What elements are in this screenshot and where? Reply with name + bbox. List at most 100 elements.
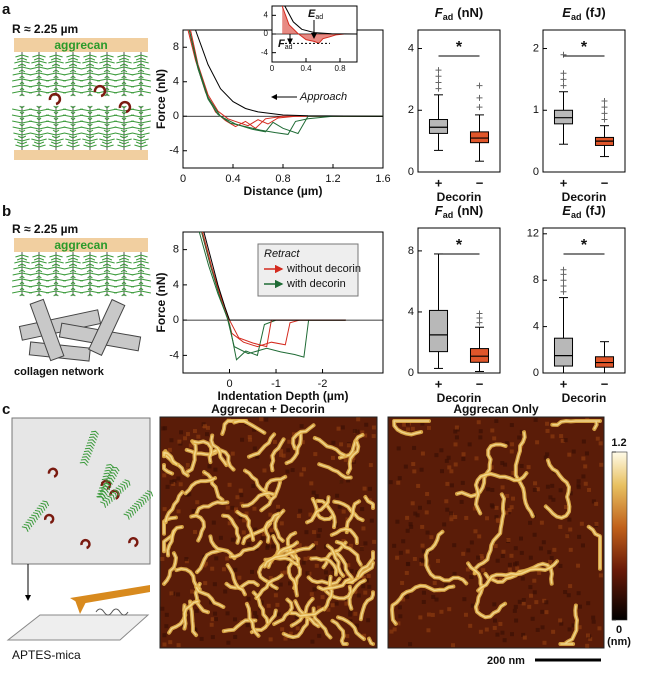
molecule-core [187, 440, 197, 473]
bristle [109, 472, 117, 477]
decorin [48, 92, 62, 106]
bristle [79, 284, 101, 288]
noise [461, 457, 466, 462]
bristle [25, 521, 33, 528]
bristle [38, 505, 46, 511]
noise [317, 633, 322, 638]
noise [238, 488, 243, 493]
noise [246, 542, 251, 547]
noise [581, 439, 586, 444]
bristle [130, 84, 152, 88]
noise [439, 469, 444, 474]
bristle [119, 63, 129, 67]
noise [353, 611, 358, 616]
bristle [30, 132, 48, 136]
molecule-core [255, 574, 283, 599]
aggrecan-label: aggrecan [54, 38, 107, 52]
noise [500, 553, 505, 558]
bristle [121, 87, 127, 91]
noise [510, 442, 515, 447]
panel-label: a [2, 1, 11, 18]
schematic-c: APTES-mica [6, 417, 154, 662]
noise [503, 462, 508, 467]
noise [594, 521, 599, 526]
bristle [82, 453, 91, 458]
bristle [80, 120, 100, 124]
adhesion-area [282, 6, 345, 44]
bristle [132, 132, 150, 136]
noise [426, 628, 431, 633]
decorin [47, 467, 59, 478]
noise [279, 521, 284, 526]
noise [413, 511, 418, 516]
bristle [80, 90, 100, 94]
bristle [101, 257, 113, 261]
noise [261, 532, 266, 537]
noise [568, 491, 573, 496]
bristle [87, 275, 93, 279]
decorin [100, 479, 112, 491]
molecule-core [183, 600, 199, 629]
bristle [84, 141, 96, 145]
bristle [36, 507, 44, 514]
molecule-core [227, 564, 246, 595]
bristle [18, 69, 26, 73]
noise [509, 449, 514, 454]
noise [564, 505, 569, 510]
molecule-core [209, 536, 235, 559]
noise [341, 509, 346, 514]
bristle [62, 114, 84, 118]
bristle [49, 144, 63, 148]
noise [309, 481, 314, 486]
bristle [16, 257, 28, 261]
bristle [70, 105, 76, 109]
force-curve [188, 29, 383, 135]
bristle [66, 144, 80, 148]
noise [275, 602, 280, 607]
bristle [111, 491, 118, 498]
noise [541, 540, 546, 545]
bristle [13, 132, 31, 136]
noise [576, 479, 581, 484]
noise [595, 436, 600, 441]
noise [540, 609, 545, 614]
noise [388, 480, 393, 485]
bristle [136, 263, 146, 267]
noise [233, 567, 238, 572]
noise [494, 515, 499, 520]
bristle [34, 135, 44, 139]
bristle [67, 257, 79, 261]
noise [408, 642, 413, 647]
noise [417, 505, 422, 510]
noise [285, 469, 290, 474]
bristle [121, 105, 127, 109]
noise [295, 626, 300, 631]
bristle [112, 467, 120, 472]
bristle [46, 120, 66, 124]
noise [530, 616, 535, 621]
noise [400, 580, 405, 585]
bristle [104, 75, 110, 79]
noise [470, 603, 475, 608]
noise [426, 500, 431, 505]
bristle [23, 523, 31, 530]
noise [420, 451, 425, 456]
noise [495, 632, 500, 637]
bristle [36, 105, 42, 109]
bristle [83, 144, 97, 148]
bristle [36, 275, 42, 279]
noise [168, 640, 173, 645]
bristle [36, 123, 42, 127]
bristle [21, 526, 29, 532]
noise [461, 551, 466, 556]
bristle [51, 135, 61, 139]
bristle [53, 123, 59, 127]
bristle [131, 278, 151, 282]
y-tick-label: 8 [173, 41, 179, 53]
noise [426, 612, 431, 617]
noise [424, 510, 429, 515]
bristle [46, 108, 66, 112]
molecule-core [260, 482, 281, 511]
noise [339, 479, 344, 484]
box [428, 309, 449, 353]
